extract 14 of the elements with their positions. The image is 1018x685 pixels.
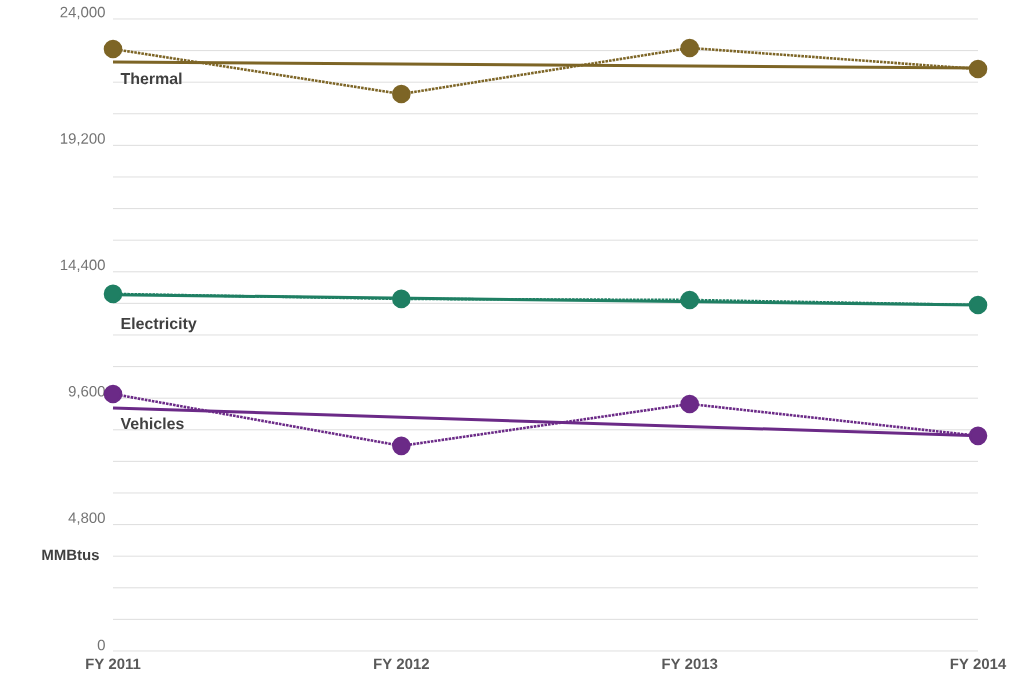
- x-tick-label: FY 2012: [374, 658, 429, 670]
- series-label: Thermal: [120, 72, 182, 85]
- y-tick-label: 24,000: [60, 6, 105, 20]
- series-label: Electricity: [121, 317, 197, 333]
- y-tick-label: 14,400: [60, 259, 105, 272]
- x-tick-label: FY 2013: [662, 658, 718, 670]
- series-label: Vehicles: [120, 417, 184, 430]
- y-tick-label: 4,800: [68, 512, 105, 525]
- y-tick-label: 9,600: [68, 386, 105, 399]
- y-tick-label: 0: [97, 639, 105, 651]
- y-tick-label: 19,200: [60, 133, 105, 146]
- y-axis-title: MMBtus: [42, 549, 99, 561]
- x-tick-label: FY 2011: [86, 658, 141, 670]
- x-tick-label: FY 2014: [950, 658, 1007, 670]
